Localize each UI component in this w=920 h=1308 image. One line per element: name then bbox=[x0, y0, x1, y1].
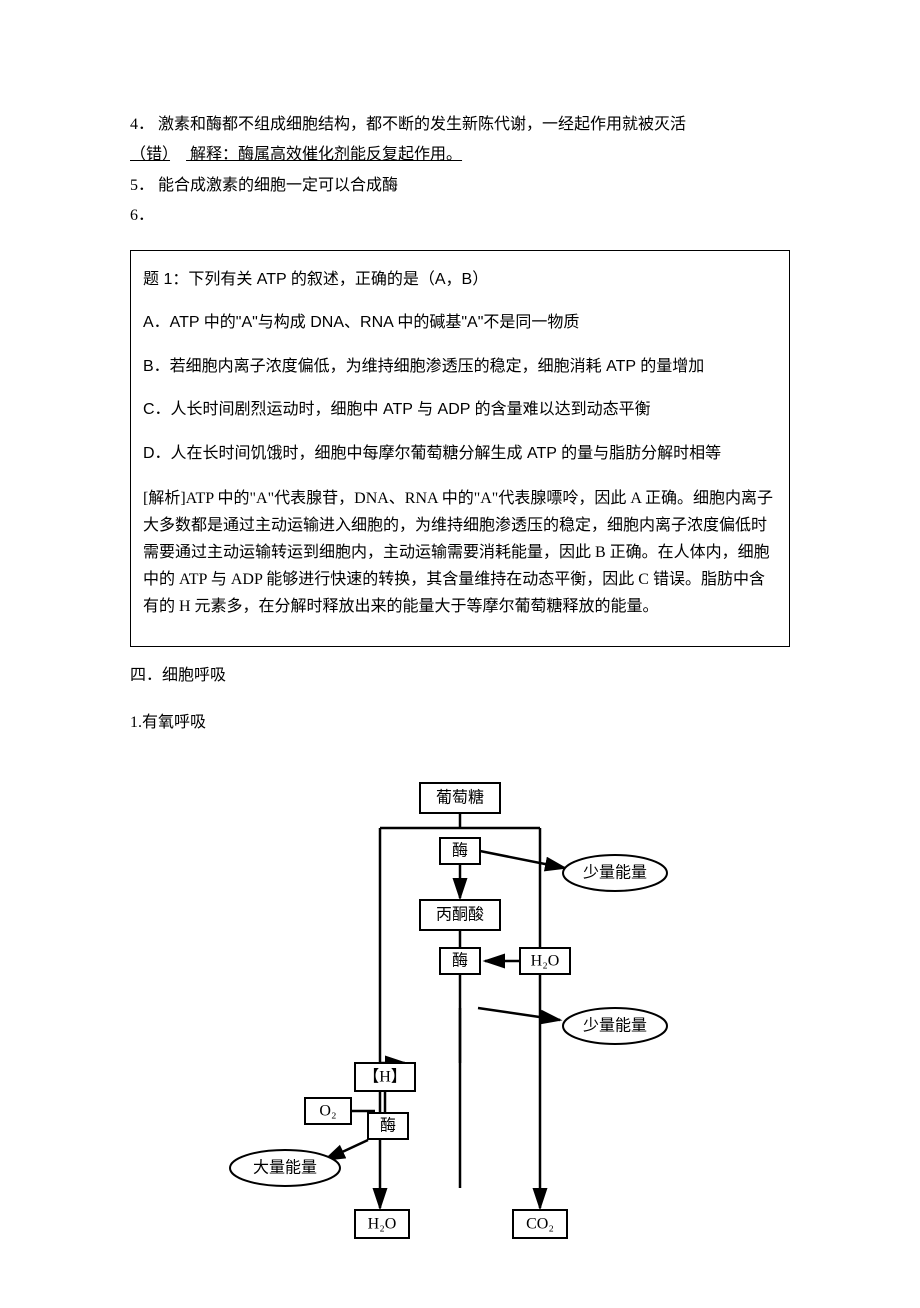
statement-6: 6． bbox=[130, 201, 790, 231]
section-heading: 四．细胞呼吸 bbox=[130, 661, 790, 691]
enzyme2-label: 酶 bbox=[452, 952, 468, 970]
h2o-in-label: H₂O bbox=[531, 953, 560, 970]
energy-big-label: 大量能量 bbox=[253, 1159, 317, 1177]
analysis-text: [解析]ATP 中的"A"代表腺苷，DNA、RNA 中的"A"代表腺嘌呤，因此 … bbox=[143, 485, 777, 621]
h-label: 【H】 bbox=[363, 1069, 407, 1086]
statement-5: 5． 能合成激素的细胞一定可以合成酶 bbox=[130, 171, 790, 201]
wrong-mark: （错） bbox=[130, 146, 170, 163]
option-d: D．人在长时间饥饿时，细胞中每摩尔葡萄糖分解生成 ATP 的量与脂肪分解时相等 bbox=[143, 441, 777, 467]
question-box: 题 1：下列有关 ATP 的叙述，正确的是（A，B） A．ATP 中的"A"与构… bbox=[130, 250, 790, 648]
co2-label: CO₂ bbox=[526, 1216, 554, 1233]
option-a: A．ATP 中的"A"与构成 DNA、RNA 中的碱基"A"不是同一物质 bbox=[143, 310, 777, 336]
subsection-1: 1.有氧呼吸 bbox=[130, 708, 790, 738]
energy-small-1-label: 少量能量 bbox=[583, 864, 647, 882]
enzyme3-label: 酶 bbox=[380, 1117, 396, 1135]
space bbox=[170, 146, 186, 163]
respiration-diagram: 葡萄糖 酶 少量能量 丙酮酸 酶 H₂O bbox=[130, 768, 790, 1248]
statement-4-b: （错） 解释：酶属高效催化剂能反复起作用。 bbox=[130, 140, 790, 170]
flowchart-svg: 葡萄糖 酶 少量能量 丙酮酸 酶 H₂O bbox=[210, 768, 710, 1248]
glucose-label: 葡萄糖 bbox=[436, 789, 484, 807]
question-title: 题 1：下列有关 ATP 的叙述，正确的是（A，B） bbox=[143, 267, 777, 293]
energy-small-2-label: 少量能量 bbox=[583, 1017, 647, 1035]
option-b: B．若细胞内离子浓度偏低，为维持细胞渗透压的稳定，细胞消耗 ATP 的量增加 bbox=[143, 354, 777, 380]
document-page: 4． 激素和酶都不组成细胞结构，都不断的发生新陈代谢，一经起作用就被灭活 （错）… bbox=[0, 0, 920, 1308]
enzyme1-label: 酶 bbox=[452, 842, 468, 860]
pyruvate-label: 丙酮酸 bbox=[436, 906, 484, 924]
explain-text: 解释：酶属高效催化剂能反复起作用。 bbox=[186, 146, 462, 163]
h2o-out-label: H₂O bbox=[368, 1216, 397, 1233]
o2-label: O₂ bbox=[319, 1103, 336, 1120]
statement-4-a: 4． 激素和酶都不组成细胞结构，都不断的发生新陈代谢，一经起作用就被灭活 bbox=[130, 110, 790, 140]
option-c: C．人长时间剧烈运动时，细胞中 ATP 与 ADP 的含量难以达到动态平衡 bbox=[143, 397, 777, 423]
